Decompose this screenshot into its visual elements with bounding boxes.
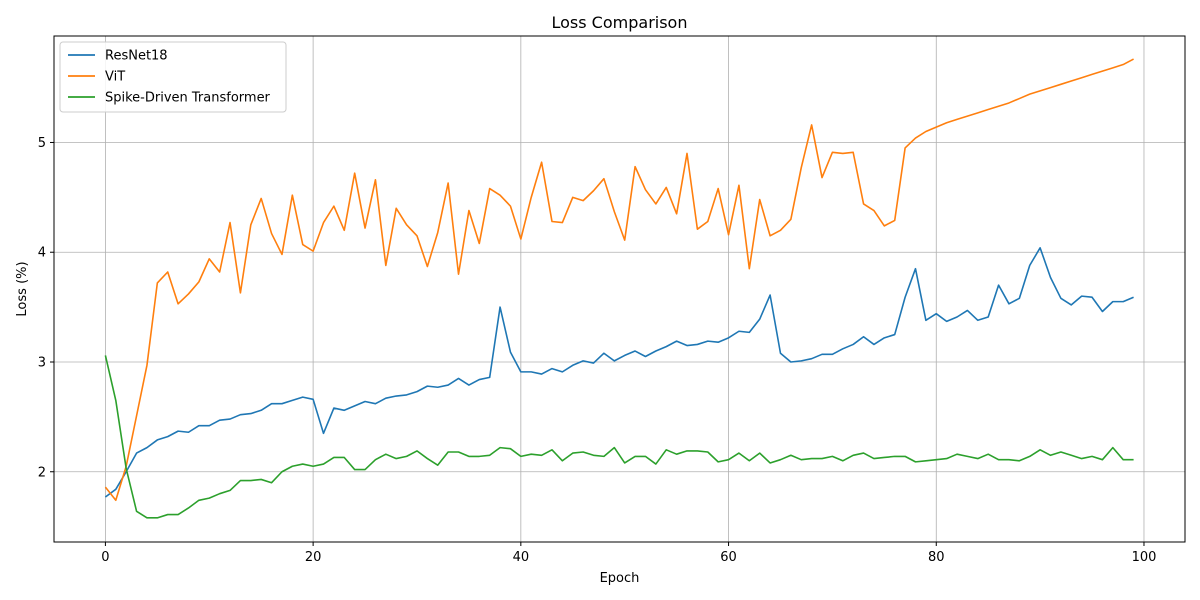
x-tick-label: 80 xyxy=(928,550,945,565)
series-layer xyxy=(104,58,1134,519)
x-tick-label: 100 xyxy=(1132,550,1157,565)
x-axis-label: Epoch xyxy=(600,571,640,586)
y-tick-label: 4 xyxy=(38,246,46,261)
legend-label-spike-driven-transformer: Spike-Driven Transformer xyxy=(105,91,271,106)
axis-ticks: 0 20 40 60 80 100 2 3 4 5 xyxy=(38,136,1157,565)
x-tick-label: 60 xyxy=(720,550,737,565)
chart-title: Loss Comparison xyxy=(552,13,688,32)
series-line-resnet18 xyxy=(104,247,1134,498)
y-tick-label: 5 xyxy=(38,136,46,151)
legend: ResNet18 ViT Spike-Driven Transformer xyxy=(59,41,287,113)
x-tick-label: 20 xyxy=(305,550,322,565)
y-tick-label: 3 xyxy=(38,355,46,370)
series-line-spike-driven-transformer xyxy=(104,355,1134,519)
plot-area-frame xyxy=(53,35,1186,543)
legend-label-vit: ViT xyxy=(105,70,125,85)
y-tick-label: 2 xyxy=(38,465,46,480)
legend-label-resnet18: ResNet18 xyxy=(105,49,168,64)
series-line-vit xyxy=(104,58,1134,502)
x-tick-label: 0 xyxy=(101,550,109,565)
legend-box xyxy=(59,41,287,113)
y-axis-label: Loss (%) xyxy=(15,261,30,316)
x-tick-label: 40 xyxy=(513,550,530,565)
grid xyxy=(54,36,1185,542)
